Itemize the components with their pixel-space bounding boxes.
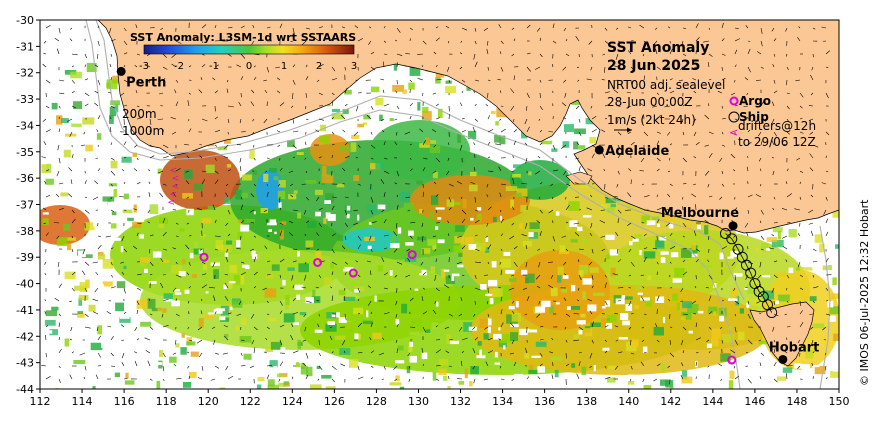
- lon-tick-label: 144: [702, 395, 723, 408]
- ship-position: [726, 233, 738, 245]
- argo-float-marker: [348, 268, 358, 278]
- lon-tick-label: 134: [492, 395, 513, 408]
- city-marker: [116, 66, 126, 76]
- argo-legend-label: Argo: [739, 94, 771, 108]
- current-vectors: [41, 22, 832, 386]
- lat-tick-label: -30: [16, 14, 34, 27]
- lat-tick-label: -38: [16, 225, 34, 238]
- lat-tick-label: -34: [16, 119, 34, 132]
- lat-tick-label: -43: [16, 357, 34, 370]
- drifter-point: <: [169, 190, 177, 200]
- map-title: SST Anomaly: [607, 40, 709, 56]
- lat-tick-label: -35: [16, 146, 34, 159]
- map-date: 28 Jun 2025: [607, 58, 700, 74]
- colorbar-scale: [143, 44, 355, 55]
- colorbar-tick-label: 2: [316, 61, 322, 72]
- drifter-point: <: [169, 166, 177, 176]
- drifter-legend-icon: <: [729, 126, 738, 139]
- current-scale-arrow: [614, 127, 632, 133]
- ship-track: [720, 228, 778, 319]
- lat-tick-label: -40: [16, 278, 34, 291]
- lon-tick-label: 136: [534, 395, 555, 408]
- argo-float-marker: [199, 252, 209, 262]
- credit-text: © IMOS 06-Jul-2025 12:32 Hobart: [858, 199, 871, 386]
- colorbar-tick-label: -1: [209, 61, 219, 72]
- bathymetry-label-1000m: 1000m: [122, 124, 164, 138]
- lat-tick-label: -42: [16, 330, 34, 343]
- lon-tick-label: 128: [366, 395, 387, 408]
- lon-tick-label: 132: [450, 395, 471, 408]
- time-line: 28-Jun 00:00Z: [607, 95, 693, 109]
- city-marker: [778, 354, 788, 364]
- colorbar: SST Anomaly: L3SM-1d wrt SSTAARS -3 -2 -1 0…: [130, 31, 357, 72]
- city-label: Adelaide: [605, 144, 669, 159]
- city-label: Hobart: [769, 340, 820, 355]
- lon-tick-label: 116: [114, 395, 135, 408]
- drifter-point: <: [167, 198, 175, 208]
- ship-legend-label: Ship: [739, 110, 769, 124]
- drifter-track: <<<<<: [167, 166, 179, 208]
- lon-tick-label: 142: [660, 395, 681, 408]
- argo-floats: [199, 250, 737, 365]
- longitude-axis: 112 114 116 118 120 122 124 126 128 130 132 134 136 1…: [30, 389, 850, 408]
- city-label: Melbourne: [661, 206, 739, 221]
- bathymetry-contour-east: [819, 225, 831, 389]
- lon-tick-label: 122: [240, 395, 261, 408]
- lat-tick-label: -32: [16, 67, 34, 80]
- drifter-point: <: [172, 182, 180, 192]
- colorbar-title: SST Anomaly: L3SM-1d wrt SSTAARS: [130, 31, 356, 44]
- lon-tick-label: 124: [282, 395, 303, 408]
- lat-tick-label: -36: [16, 172, 34, 185]
- bathymetry-contour-1000m: [85, 20, 741, 389]
- colorbar-tick-label: -2: [174, 61, 184, 72]
- ship-position: [745, 267, 757, 279]
- ship-legend-icon: [728, 111, 740, 123]
- lon-tick-label: 148: [786, 395, 807, 408]
- lat-tick-label: -31: [16, 40, 34, 53]
- bathymetry-label-200m: 200m: [122, 107, 157, 121]
- product-line: NRT00 adj. sealevel: [607, 78, 725, 92]
- lat-tick-label: -39: [16, 251, 34, 264]
- lon-tick-label: 150: [829, 395, 850, 408]
- lat-tick-label: -37: [16, 199, 34, 212]
- lat-tick-label: -44: [16, 383, 34, 396]
- drifter-point: <: [172, 174, 180, 184]
- drifter-legend-label-1: drifters@12h: [738, 119, 816, 133]
- tasmania-land: [749, 301, 815, 367]
- lon-tick-label: 120: [198, 395, 219, 408]
- city-marker: [728, 221, 738, 231]
- lon-tick-label: 140: [618, 395, 639, 408]
- city-markers: Perth Adelaide Melbourne Hobart: [116, 66, 820, 364]
- australia-land: [40, 20, 839, 234]
- colorbar-tick-label: 1: [281, 61, 287, 72]
- argo-legend-icon: [729, 96, 739, 106]
- lat-tick-label: -33: [16, 93, 34, 106]
- lon-tick-label: 112: [30, 395, 51, 408]
- lon-tick-label: 114: [72, 395, 93, 408]
- city-marker: [594, 145, 604, 155]
- colorbar-tick-label: -3: [139, 61, 149, 72]
- lon-tick-label: 138: [576, 395, 597, 408]
- bathymetry-contour-200m: [95, 20, 745, 301]
- lon-tick-label: 118: [156, 395, 177, 408]
- city-label: Perth: [126, 75, 166, 90]
- lon-tick-label: 126: [324, 395, 345, 408]
- drifter-legend-label-2: to 29/06 12Z: [738, 135, 816, 149]
- lat-tick-label: -41: [16, 304, 34, 317]
- lon-tick-label: 146: [744, 395, 765, 408]
- current-scale-label: 1m/s (2kt 24h): [607, 113, 696, 127]
- argo-float-marker: [407, 250, 417, 260]
- argo-float-marker: [313, 257, 323, 267]
- legend: Argo Ship < drifters@12h to 29/06 12Z: [728, 94, 816, 149]
- argo-float-marker: [727, 355, 737, 365]
- latitude-axis: -30 -31 -32 -33 -34 -35 -36 -37 -38 -39 -40 -41 -42 -…: [16, 14, 40, 396]
- ship-position: [766, 307, 778, 319]
- colorbar-tick-label: 3: [351, 61, 357, 72]
- colorbar-tick-label: 0: [246, 61, 252, 72]
- lon-tick-label: 130: [408, 395, 429, 408]
